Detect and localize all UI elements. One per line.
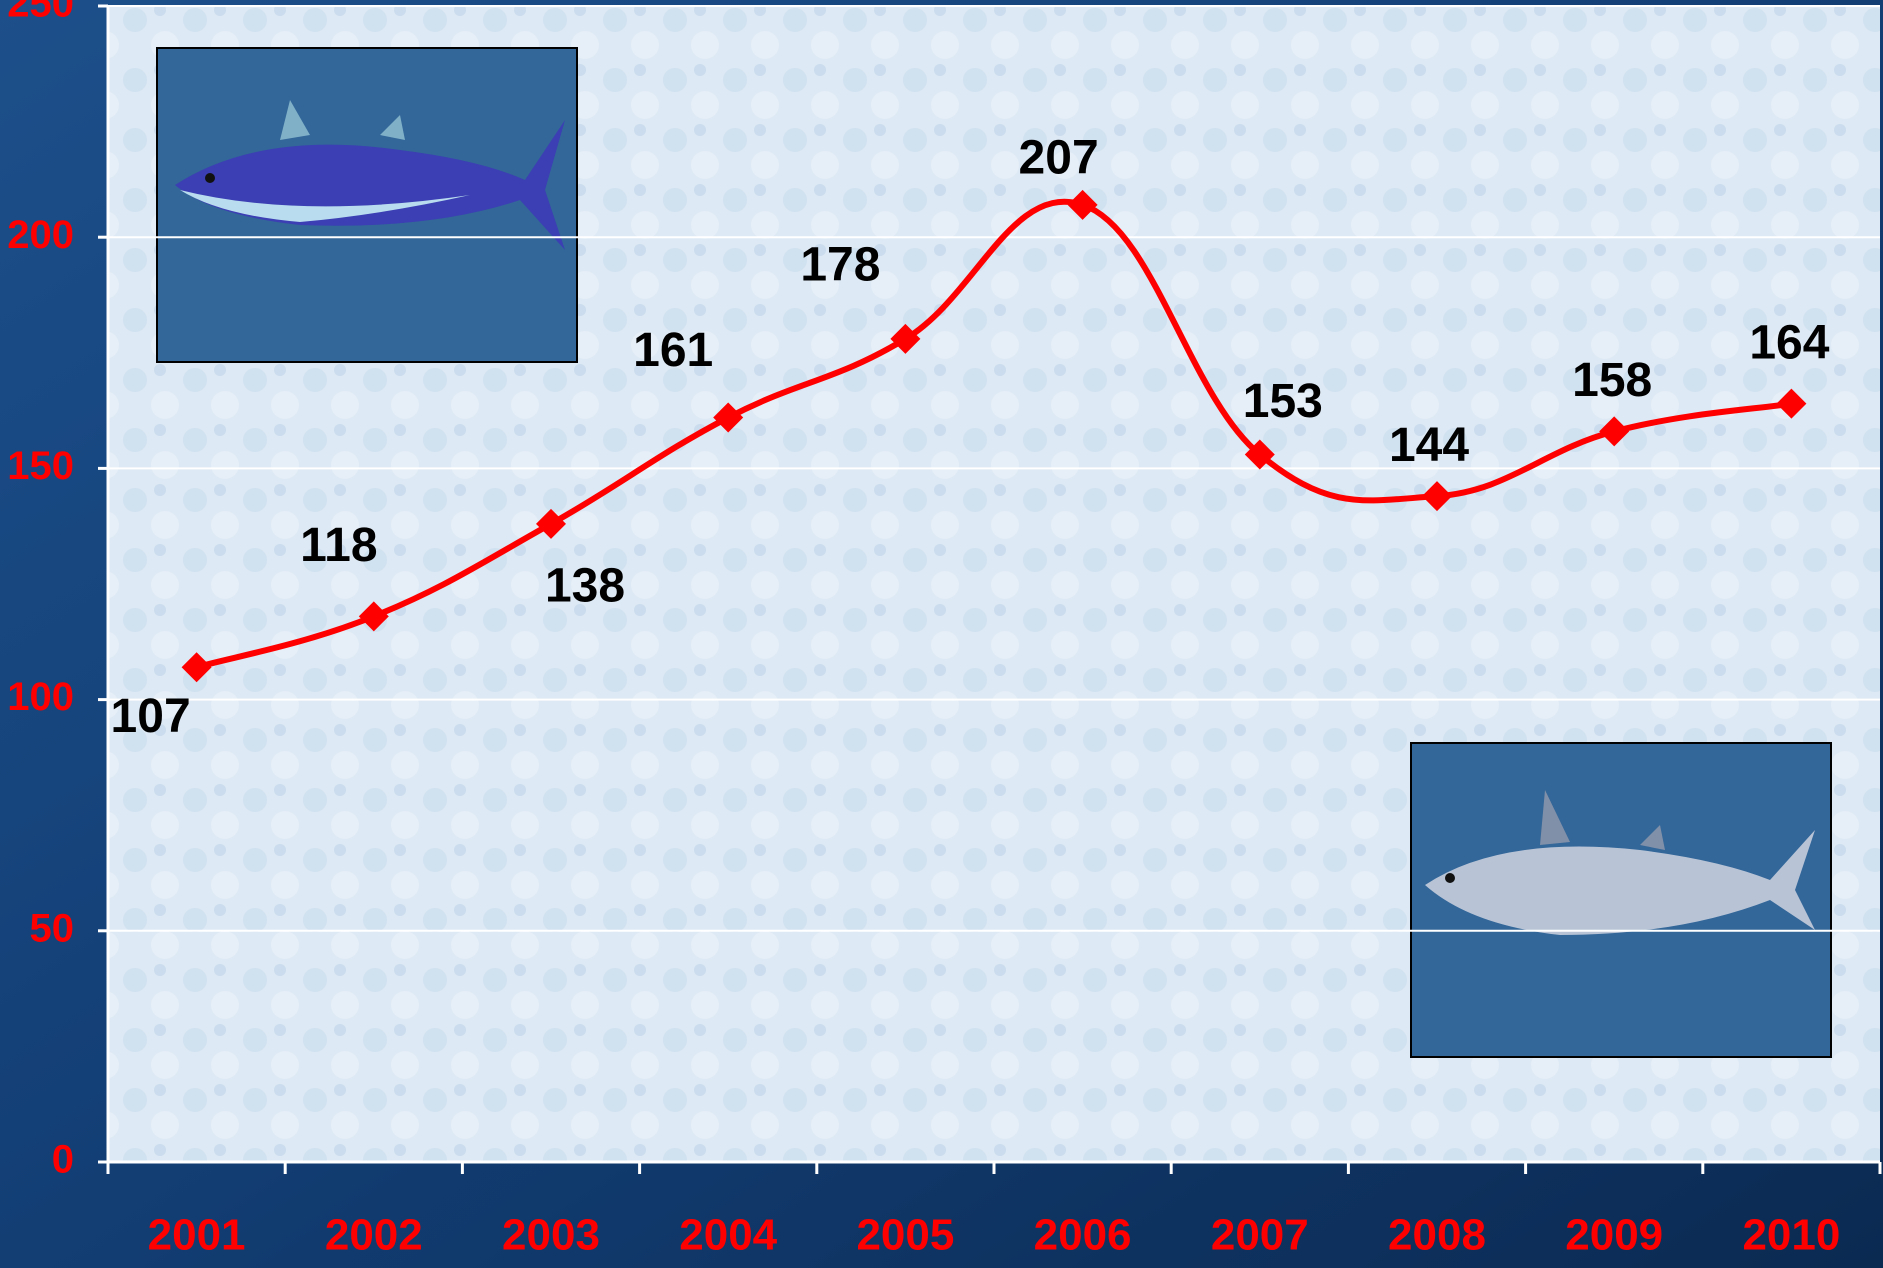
data-label: 178	[800, 239, 880, 292]
marker	[1422, 481, 1452, 512]
line	[195, 199, 1792, 671]
marker	[890, 323, 921, 354]
x-tick-label: 2002	[325, 1211, 423, 1260]
fish-image	[1410, 742, 1832, 1058]
x-tick-label: 2006	[1034, 1211, 1132, 1260]
data-label: 118	[300, 519, 377, 572]
y-tick-label: 0	[52, 1138, 74, 1182]
y-tick-label: 150	[7, 444, 74, 488]
y-tick-label: 200	[7, 213, 74, 257]
marker	[1599, 416, 1630, 447]
marker	[536, 508, 566, 539]
fish-image	[156, 47, 578, 363]
x-tick-label: 2008	[1388, 1211, 1486, 1260]
x-tick-label: 2009	[1565, 1211, 1663, 1260]
x-tick-label: 2007	[1211, 1211, 1309, 1260]
x-tick-label: 2005	[856, 1211, 954, 1260]
y-tick-label: 50	[30, 906, 75, 950]
data-label: 144	[1389, 419, 1469, 472]
data-label: 158	[1572, 354, 1652, 407]
marker	[358, 601, 389, 632]
marker	[1067, 189, 1098, 220]
x-tick-label: 2001	[148, 1211, 246, 1260]
data-label: 161	[633, 324, 713, 377]
marker	[181, 652, 212, 683]
data-label: 138	[545, 560, 625, 613]
x-tick-label: 2003	[502, 1211, 600, 1260]
marker	[1776, 388, 1807, 419]
x-tick-label: 2004	[679, 1211, 777, 1260]
y-tick-label: 100	[7, 675, 74, 719]
data-label: 107	[111, 690, 191, 743]
x-tick-label: 2010	[1742, 1211, 1840, 1260]
y-tick-label: 250	[7, 0, 74, 26]
marker	[1244, 439, 1275, 470]
data-label: 207	[1019, 132, 1099, 185]
marker	[713, 402, 744, 433]
data-label: 164	[1749, 316, 1829, 369]
data-label: 153	[1243, 375, 1323, 428]
